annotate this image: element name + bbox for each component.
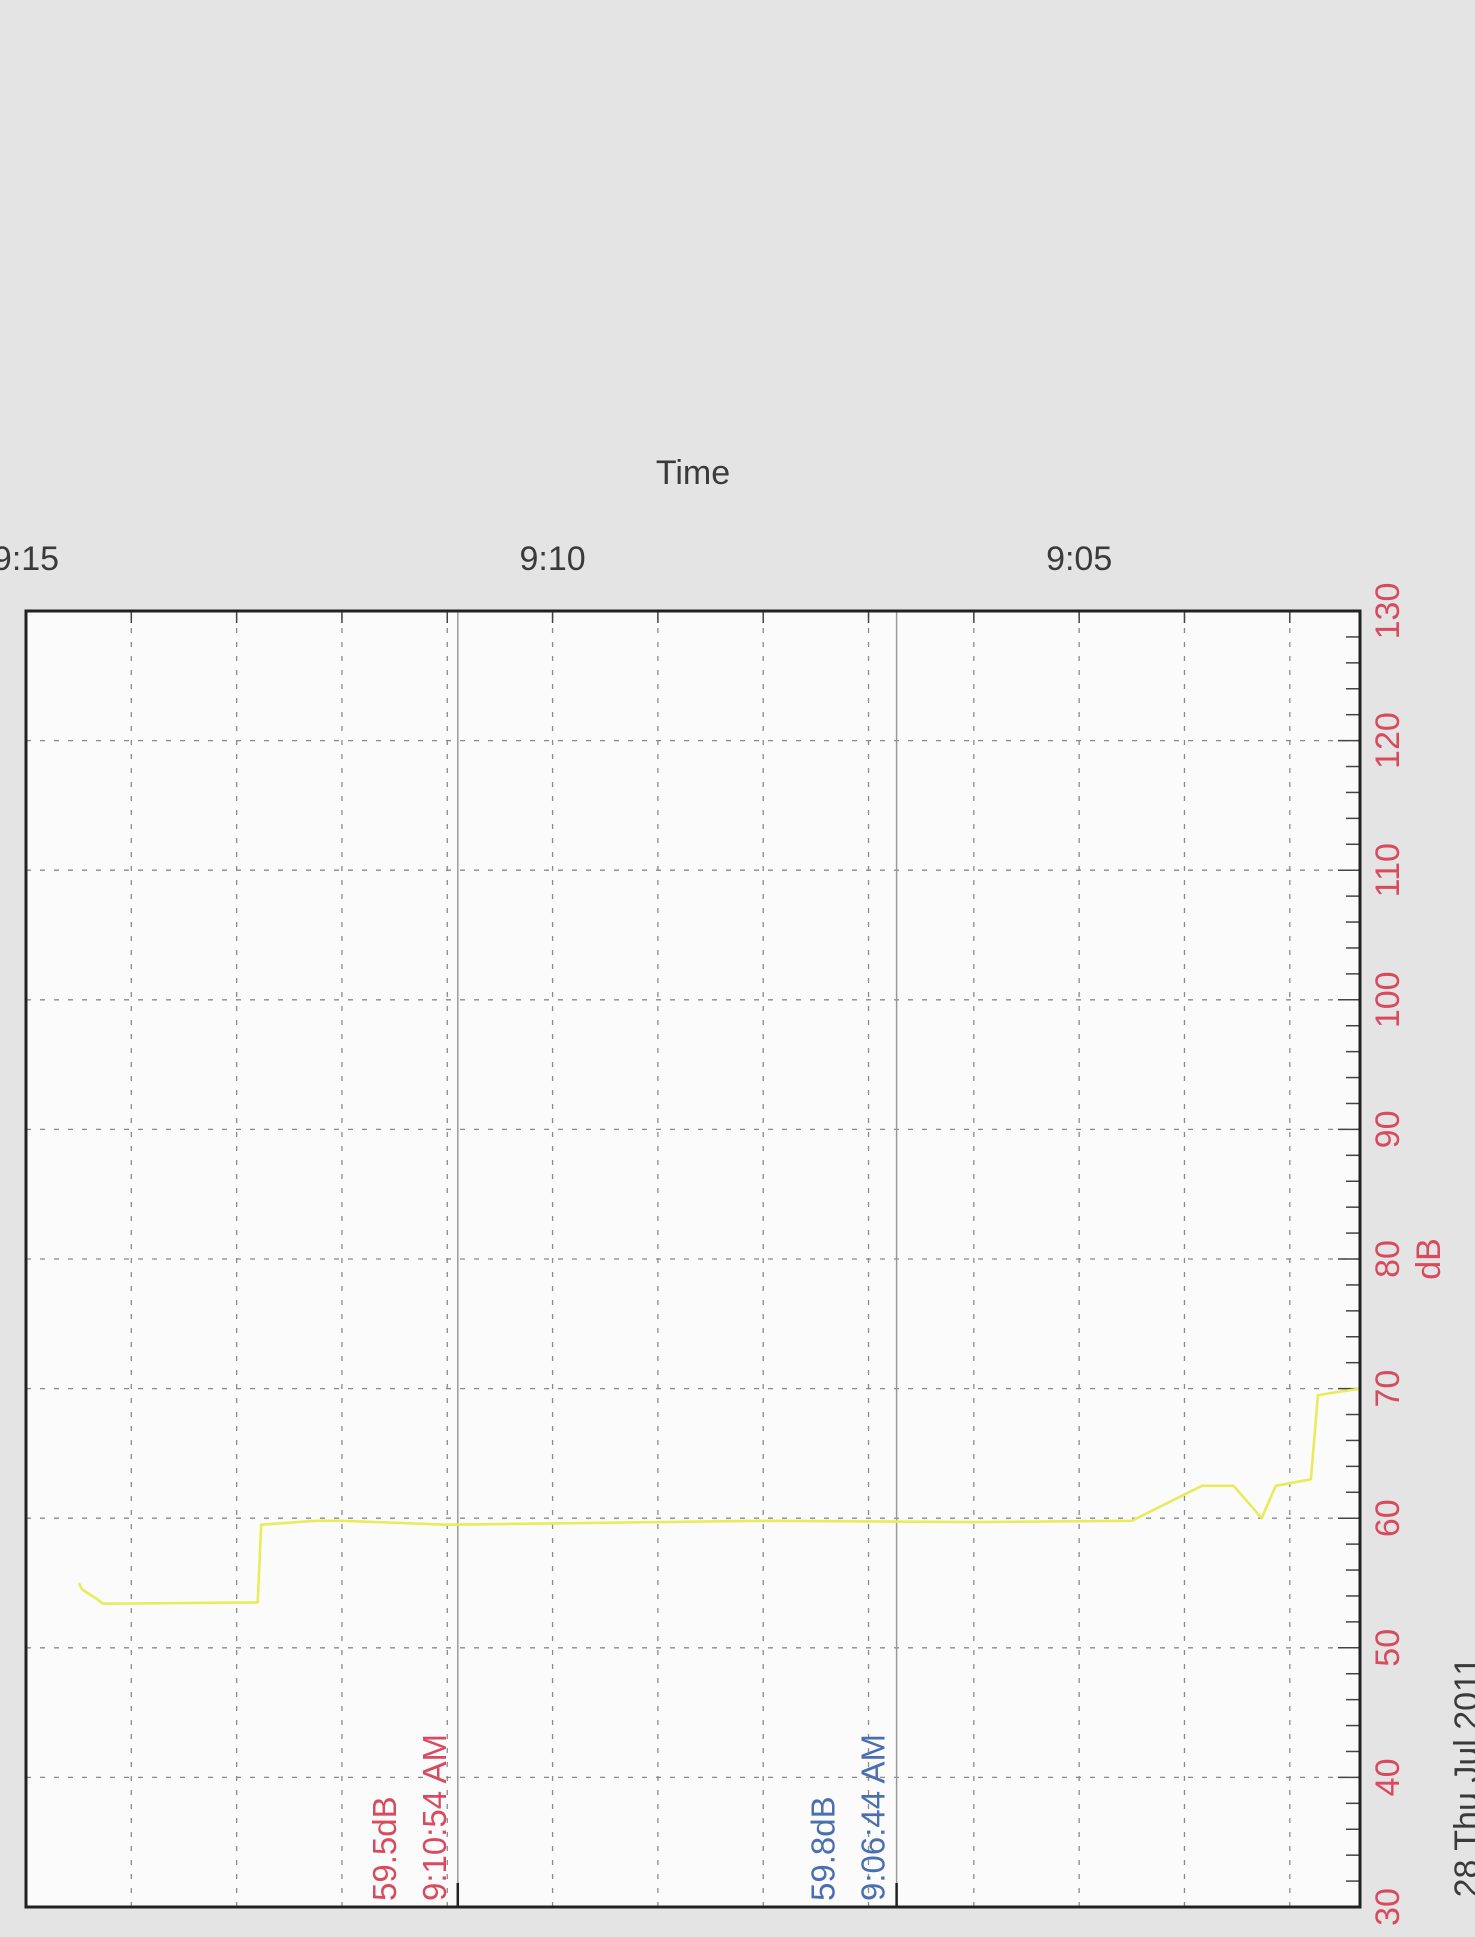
y-tick-label: 70 (1369, 1370, 1407, 1408)
cursor-time-label: 9:06:44 AM (855, 1734, 892, 1901)
x-axis-title: Time (656, 454, 730, 492)
x-tick-label: 9:05 (1046, 540, 1112, 578)
x-tick-label: 9:15 (0, 540, 59, 578)
y-tick-label: 30 (1369, 1888, 1407, 1926)
minor-ticks (130, 611, 1360, 1882)
y-axis-title: dB (1410, 1238, 1448, 1280)
cursors: 9:06:44 AM 59.8dB 9:10:54 AM 59.5dB (366, 611, 898, 1907)
cursor-value-label: 59.5dB (366, 1796, 403, 1901)
y-tick-label: 90 (1369, 1110, 1407, 1148)
y-tick-label: 110 (1369, 843, 1407, 897)
grid (26, 611, 1360, 1907)
y-tick-label: 60 (1369, 1499, 1407, 1537)
date-label: 28 Thu Jul 2011 (1448, 1657, 1475, 1898)
y-tick-label: 40 (1369, 1758, 1407, 1796)
y-tick-label: 130 (1369, 583, 1407, 640)
plot-frame (24, 609, 1362, 1909)
plot-area (26, 611, 1360, 1907)
rotated-plot: 9:06:44 AM 59.8dB 9:10:54 AM 59.5dB 30 40 50 6… (0, 454, 1475, 1926)
y-tick-label: 50 (1369, 1629, 1407, 1667)
series (77, 1387, 1361, 1606)
series-line (77, 1387, 1361, 1606)
x-tick-labels: 9:05 9:10 9:15 (0, 540, 1112, 578)
y-tick-label: 80 (1369, 1240, 1407, 1278)
x-tick-label: 9:10 (519, 540, 585, 578)
cursor-time-label: 9:10:54 AM (416, 1734, 453, 1901)
y-tick-label: 120 (1369, 712, 1407, 769)
cursor-value-label: 59.8dB (805, 1796, 842, 1901)
y-tick-labels: 30 40 50 60 70 80 90 100 110 120 130 (1369, 583, 1407, 1926)
y-tick-label: 100 (1369, 971, 1407, 1028)
